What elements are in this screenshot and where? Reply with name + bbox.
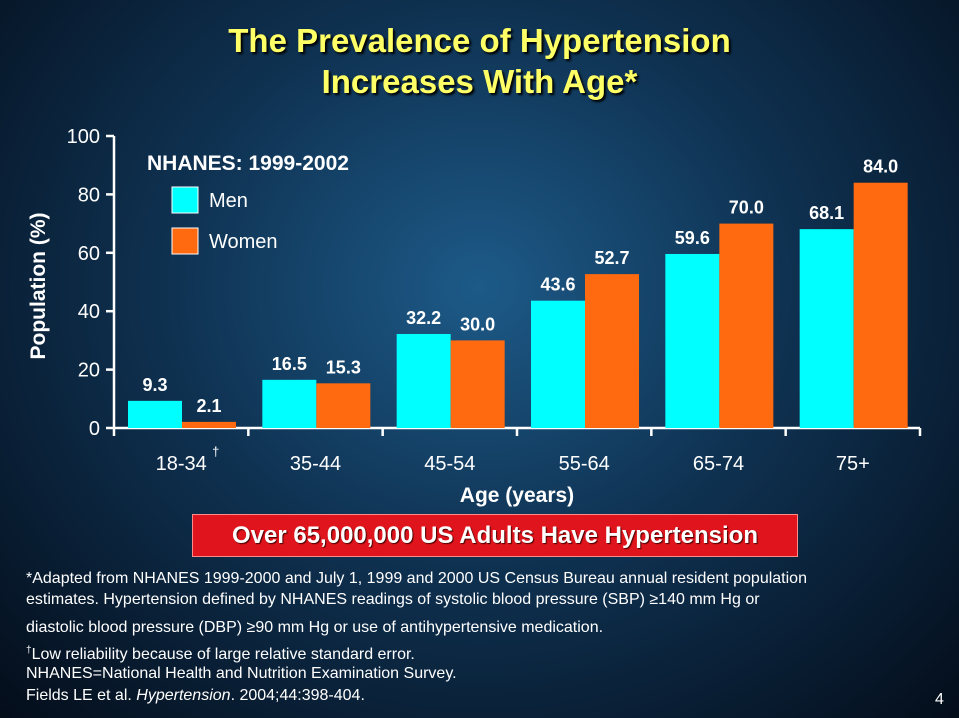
data-label: 70.0: [729, 198, 764, 218]
x-tick-label: 18-34: [156, 453, 207, 475]
data-label: 16.5: [272, 354, 307, 374]
data-label: 43.6: [540, 275, 575, 295]
dagger-mark: †: [26, 645, 32, 656]
x-tick-label: 45-54: [424, 453, 475, 475]
bar-women-35-44: [316, 383, 371, 428]
data-label: 59.6: [675, 228, 710, 248]
footnote-line-1: *Adapted from NHANES 1999-2000 and July …: [26, 570, 807, 587]
footnote-line-4: †Low reliability because of large relati…: [26, 641, 415, 665]
slide-title: The Prevalence of Hypertension Increases…: [0, 20, 959, 102]
data-label: 15.3: [326, 357, 361, 377]
citation-journal: Hypertension: [136, 687, 231, 704]
x-tick-label: 65-74: [693, 453, 744, 475]
bar-men-18-34: [128, 400, 182, 428]
bar-men-45-54: [396, 333, 451, 428]
bar-men-35-44: [262, 379, 317, 428]
bar-men-75+: [799, 229, 854, 428]
footnote-line-4-text: Low reliability because of large relativ…: [31, 646, 415, 663]
data-label: 52.7: [594, 248, 629, 268]
footnote-line-2: estimates. Hypertension defined by NHANE…: [26, 591, 760, 608]
footnote-citation: Fields LE et al. Hypertension. 2004;44:3…: [26, 686, 365, 706]
legend-label-women: Women: [209, 231, 278, 253]
bar-women-65-74: [719, 223, 774, 428]
data-label: 84.0: [863, 157, 898, 177]
citation-authors: Fields LE et al.: [26, 687, 137, 704]
bar-women-18-34: [182, 421, 236, 428]
title-line-2: Increases With Age*: [321, 63, 638, 100]
legend-swatch-women: [171, 227, 199, 255]
summary-banner: Over 65,000,000 US Adults Have Hypertens…: [192, 514, 798, 557]
dagger-mark: †: [212, 444, 219, 459]
bar-men-55-64: [531, 300, 585, 428]
x-tick-label: 75+: [836, 453, 870, 475]
y-tick-label: 60: [78, 243, 100, 265]
bar-women-75+: [853, 182, 908, 428]
data-label: 2.1: [196, 396, 221, 416]
bar-men-65-74: [665, 253, 720, 428]
legend-swatch-men: [171, 186, 199, 214]
footnote-line-3: diastolic blood pressure (DBP) ≥90 mm Hg…: [26, 619, 604, 636]
chart-subtitle: NHANES: 1999-2002: [147, 152, 349, 175]
legend-label-men: Men: [209, 190, 248, 212]
bar-women-55-64: [585, 274, 639, 428]
bar-chart: 0 20 40 60 80 100 9.3 2.1 18-34 † 16.5 15.3 35-44 32.…: [27, 126, 908, 507]
y-tick-label: 0: [89, 418, 100, 440]
x-axis-title: Age (years): [460, 484, 574, 507]
data-label: 68.1: [809, 203, 844, 223]
x-tick-label: 55-64: [559, 453, 610, 475]
citation-details: . 2004;44:398-404.: [230, 687, 365, 704]
x-tick-label: 35-44: [290, 453, 341, 475]
y-tick-label: 40: [78, 301, 100, 323]
page-number: 4: [935, 691, 944, 708]
y-tick-label: 80: [78, 184, 100, 206]
data-label: 30.0: [460, 314, 495, 334]
y-tick-label: 20: [78, 360, 100, 382]
footnote-line-5: NHANES=National Health and Nutrition Exa…: [26, 665, 457, 682]
y-axis-title: Population (%): [27, 213, 50, 360]
data-label: 32.2: [406, 308, 441, 328]
data-label: 9.3: [142, 375, 167, 395]
bar-women-45-54: [450, 340, 505, 428]
title-line-1: The Prevalence of Hypertension: [228, 22, 731, 59]
y-tick-label: 100: [67, 126, 100, 148]
